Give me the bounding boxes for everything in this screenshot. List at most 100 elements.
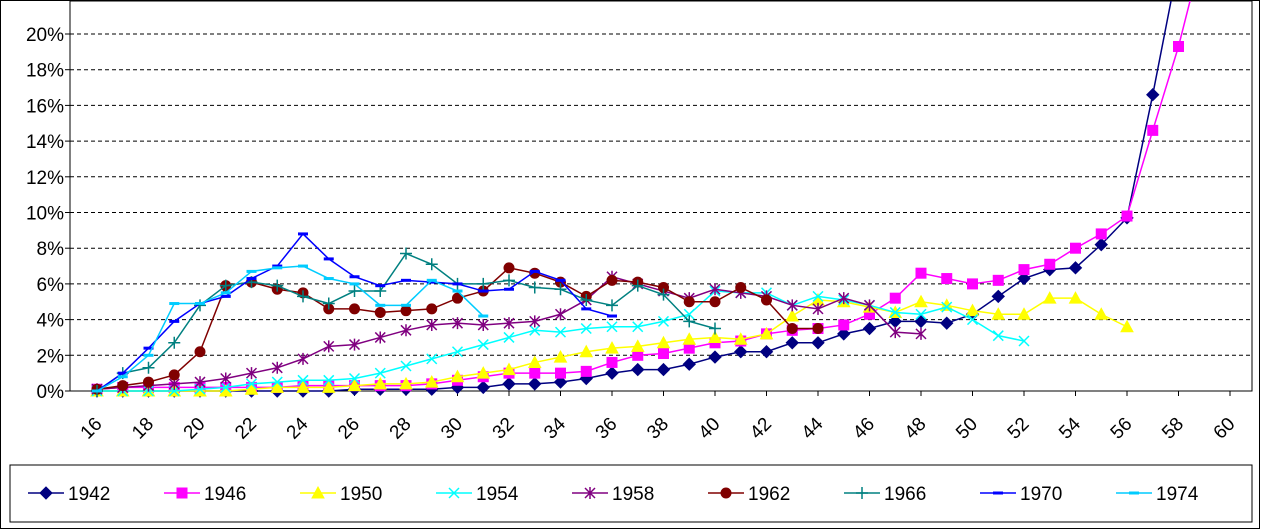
marker [838,292,850,305]
marker [502,362,516,376]
marker [708,330,722,343]
marker [580,322,592,335]
marker [503,274,515,287]
marker [709,283,721,296]
marker [297,374,309,386]
marker [837,327,851,341]
marker [451,317,464,330]
marker [606,321,618,333]
marker [708,350,722,364]
marker [529,367,541,379]
marker [1094,237,1108,252]
marker [991,289,1005,304]
marker [992,330,1004,342]
y-tick-label: 14% [26,132,64,153]
marker [400,360,412,372]
marker [1120,319,1134,333]
marker [630,339,645,352]
marker [426,303,438,315]
marker [915,308,927,320]
marker [785,308,800,322]
marker [477,339,489,351]
marker [400,247,412,260]
marker [477,318,489,331]
marker [528,377,542,391]
marker [812,323,824,335]
marker [1121,210,1133,222]
marker [735,281,747,293]
marker [682,357,696,371]
marker [476,380,490,395]
marker [426,353,438,365]
marker [1018,264,1030,276]
marker [554,308,567,321]
marker [761,294,772,306]
marker [759,326,774,340]
series-line [96,265,484,392]
marker [580,293,593,306]
y-tick-label: 6% [37,275,65,296]
marker [1094,307,1109,320]
marker [176,487,188,499]
marker [347,378,362,392]
marker [657,288,670,301]
y-tick-label: 8% [37,239,65,260]
marker [733,332,748,345]
y-tick-label: 10% [26,204,64,225]
marker [915,327,927,340]
marker [1044,258,1056,270]
marker [503,317,515,330]
marker [1070,242,1081,254]
marker [528,281,541,294]
marker [862,321,877,336]
marker [245,378,258,390]
marker [194,346,206,358]
marker [323,340,335,353]
y-tick-label: 20% [26,25,64,46]
marker [720,487,732,499]
marker [554,283,567,296]
marker [967,278,978,290]
marker [323,374,335,386]
marker [553,375,568,389]
marker [245,367,258,380]
series-group [90,1,1191,398]
marker [786,299,798,312]
marker [632,321,644,333]
legend-label: 1970 [1020,484,1062,505]
marker [271,279,284,292]
marker [1147,124,1159,136]
marker [476,366,491,379]
marker [1017,271,1031,286]
legend-label: 1942 [68,484,110,505]
marker [117,380,129,392]
marker [450,369,465,383]
marker [451,346,464,358]
marker [143,376,154,388]
marker [1017,307,1031,320]
marker [683,296,695,308]
plot-area [69,0,1253,392]
y-tick-label: 2% [37,346,65,367]
legend-label: 1950 [340,484,382,505]
y-tick-label: 0% [37,382,65,403]
marker [915,267,927,279]
marker [580,365,592,377]
y-tick-label: 16% [26,96,64,117]
marker [452,292,463,304]
marker [219,279,232,292]
legend-label: 1946 [204,484,246,505]
y-tick-label: 12% [26,168,64,189]
marker [374,306,386,318]
marker [941,301,953,313]
marker [889,292,901,304]
marker [812,302,824,315]
legend-box [9,464,1253,523]
legend-label: 1958 [612,484,654,505]
marker [683,315,696,328]
marker [296,380,310,393]
legend-label: 1954 [476,484,519,505]
marker [992,274,1004,286]
marker [220,372,232,385]
marker [194,376,206,389]
